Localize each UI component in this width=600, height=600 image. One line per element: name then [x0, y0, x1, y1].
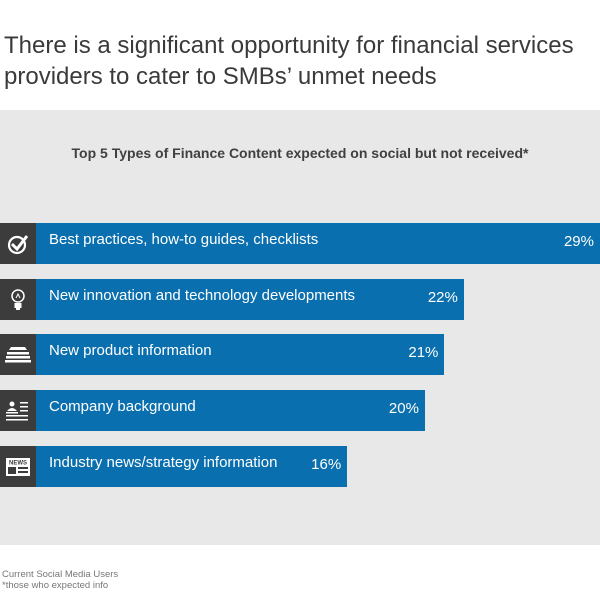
bar-value-label: 20%	[388, 400, 419, 417]
person-document-icon	[0, 390, 36, 431]
bar-category-label: Company background	[49, 398, 196, 415]
bar-value-label: 29%	[563, 233, 594, 250]
bar-value-label: 22%	[427, 289, 458, 306]
title-line-1: There is a significant opportunity for f…	[4, 32, 574, 59]
bar-category-label: Best practices, how-to guides, checklist…	[49, 231, 319, 248]
bar-value-label: 16%	[311, 456, 342, 473]
stacked-papers-icon	[0, 334, 36, 375]
bar-row: NEWS Industry news/strategy information 16…	[0, 446, 600, 487]
bar-row: New product information 21%	[0, 334, 600, 375]
checkmark-icon	[0, 223, 36, 264]
chart-title: Top 5 Types of Finance Content expected …	[71, 145, 529, 161]
lightbulb-icon	[0, 279, 36, 320]
bar	[36, 446, 348, 487]
bar	[36, 390, 425, 431]
bar-row: Best practices, how-to guides, checklist…	[0, 223, 600, 264]
footnotes: Current Social Media Users *those who exp…	[2, 569, 118, 591]
title-line-2: providers to cater to SMBs’ unmet needs	[4, 63, 437, 90]
footnote-1: Current Social Media Users	[2, 569, 119, 580]
bar	[36, 279, 464, 320]
bar-row: Company background 20%	[0, 390, 600, 431]
bar-value-label: 21%	[408, 344, 439, 361]
bar-row: New innovation and technology developmen…	[0, 279, 600, 320]
bar	[36, 223, 600, 264]
bar-category-label: New innovation and technology developmen…	[49, 287, 356, 304]
bar	[36, 334, 445, 375]
svg-text:NEWS: NEWS	[9, 460, 27, 466]
bar-category-label: Industry news/strategy information	[49, 454, 278, 471]
bar-category-label: New product information	[49, 342, 212, 359]
newspaper-icon: NEWS	[0, 446, 36, 487]
footnote-2: *those who expected info	[2, 580, 109, 591]
slide-title: There is a significant opportunity for f…	[4, 30, 596, 92]
